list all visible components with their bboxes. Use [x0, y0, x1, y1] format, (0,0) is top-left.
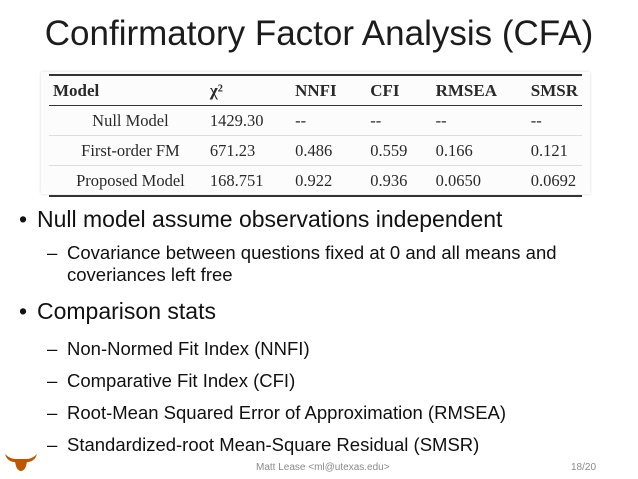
- table-row: Proposed Model 168.751 0.922 0.936 0.065…: [49, 165, 582, 197]
- column-header-smsr: SMSR: [526, 74, 582, 106]
- table-cell: --: [295, 110, 307, 130]
- table-cell: 0.486: [291, 135, 367, 166]
- table-cell: 0.0650: [431, 165, 527, 197]
- sub-bullet: – Comparative Fit Index (CFI): [47, 370, 295, 392]
- bullet-text: Null model assume observations independe…: [37, 206, 503, 232]
- table-cell: 1429.30: [209, 110, 264, 130]
- table-header-row: Model χ² NNFI CFI RMSEA SMSR: [49, 74, 582, 106]
- sub-bullet-text: Non-Normed Fit Index (NNFI): [67, 338, 310, 359]
- column-header-model: Model: [49, 74, 206, 106]
- table-row: Null Model 1429.30 -- -- -- --: [49, 106, 582, 136]
- sub-bullet-text: Covariance between questions fixed at 0 …: [67, 242, 557, 285]
- bullet-null-model: • Null model assume observations independ…: [19, 206, 502, 233]
- cfa-results-table: Model χ² NNFI CFI RMSEA SMSR Null Model …: [49, 74, 582, 197]
- table-cell: Proposed Model: [49, 165, 206, 197]
- dash-marker: –: [47, 338, 58, 359]
- column-header-cfi: CFI: [366, 74, 432, 106]
- table-cell: 0.121: [526, 135, 582, 166]
- bullet-text: Comparison stats: [37, 298, 216, 324]
- table-cell: 0.559: [366, 135, 432, 166]
- table-cell: --: [435, 110, 447, 130]
- table-cell: First-order FM: [49, 135, 206, 166]
- sub-bullet-text: Root-Mean Squared Error of Approximation…: [67, 402, 507, 423]
- table-row: First-order FM 671.23 0.486 0.559 0.166 …: [49, 135, 582, 166]
- column-header-chi-square: χ²: [205, 74, 292, 106]
- table-cell: 0.166: [431, 135, 527, 166]
- dash-marker: –: [47, 402, 58, 423]
- table-cell: 0.922: [291, 165, 367, 197]
- column-header-rmsea: RMSEA: [431, 74, 527, 106]
- column-header-nnfi: NNFI: [291, 74, 367, 106]
- table-cell: 671.23: [205, 135, 292, 166]
- bullet-marker: •: [19, 206, 28, 232]
- table-cell: --: [530, 110, 542, 130]
- slide-title: Confirmatory Factor Analysis (CFA): [44, 14, 594, 53]
- cfa-table-image: Model χ² NNFI CFI RMSEA SMSR Null Model …: [41, 72, 590, 197]
- dash-marker: –: [47, 242, 58, 263]
- page-number: 18/20: [571, 462, 597, 473]
- sub-bullet: – Non-Normed Fit Index (NNFI): [47, 338, 310, 360]
- bullet-marker: •: [19, 298, 28, 324]
- longhorn-logo-icon: [5, 454, 37, 471]
- sub-bullet: – Root-Mean Squared Error of Approximatio…: [47, 402, 506, 424]
- sub-bullet: – Covariance between questions fixed at 0…: [47, 242, 627, 286]
- bullet-comparison-stats: • Comparison stats: [19, 298, 216, 325]
- dash-marker: –: [47, 370, 58, 391]
- table-cell: 0.936: [366, 165, 432, 197]
- table-cell: 168.751: [205, 165, 292, 197]
- table-cell: --: [370, 110, 382, 130]
- table-cell: Null Model: [92, 110, 169, 130]
- table-cell: 0.0692: [526, 165, 582, 197]
- sub-bullet-text: Comparative Fit Index (CFI): [67, 370, 296, 391]
- sub-bullet-text: Standardized-root Mean-Square Residual (…: [67, 434, 480, 455]
- dash-marker: –: [47, 434, 58, 455]
- footer-author: Matt Lease <ml@utexas.edu>: [256, 462, 390, 473]
- sub-bullet: – Standardized-root Mean-Square Residual …: [47, 434, 479, 456]
